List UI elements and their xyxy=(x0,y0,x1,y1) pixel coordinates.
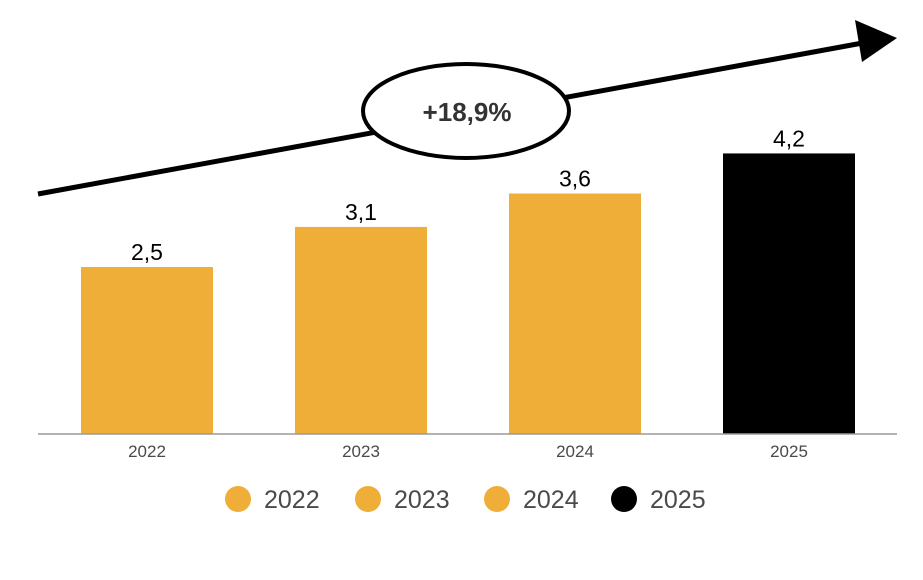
legend-swatch-2023 xyxy=(355,486,381,512)
data-labels-group: 2,5 3,1 3,6 4,2 xyxy=(131,125,805,265)
bars-group xyxy=(81,153,855,434)
x-tick-label-2024: 2024 xyxy=(556,442,594,461)
growth-annotation-text: +18,9% xyxy=(423,97,512,127)
legend-label-2025: 2025 xyxy=(650,486,706,514)
x-axis-tick-labels: 2022 2023 2024 2025 xyxy=(128,442,808,461)
legend-item-2023: 2023 xyxy=(355,486,450,514)
bar-2025 xyxy=(723,153,855,434)
legend-label-2022: 2022 xyxy=(264,486,320,514)
x-tick-label-2025: 2025 xyxy=(770,442,808,461)
trend-arrow-head xyxy=(855,20,897,62)
bar-2024 xyxy=(509,193,641,434)
legend-item-2024: 2024 xyxy=(484,486,579,514)
x-tick-label-2022: 2022 xyxy=(128,442,166,461)
legend-swatch-2022 xyxy=(225,486,251,512)
data-label-2023: 3,1 xyxy=(345,199,377,225)
x-tick-label-2023: 2023 xyxy=(342,442,380,461)
legend-label-2024: 2024 xyxy=(523,486,579,514)
data-label-2022: 2,5 xyxy=(131,239,163,265)
growth-annotation: +18,9% xyxy=(361,62,571,160)
legend: 2022 2023 2024 2025 xyxy=(225,486,706,514)
legend-swatch-2025 xyxy=(611,486,637,512)
bar-2023 xyxy=(295,226,427,434)
data-label-2024: 3,6 xyxy=(559,166,591,192)
bar-2022 xyxy=(81,267,213,434)
growth-annotation-ellipse xyxy=(361,62,571,160)
legend-item-2022: 2022 xyxy=(225,486,320,514)
legend-item-2025: 2025 xyxy=(611,486,706,514)
data-label-2025: 4,2 xyxy=(773,125,805,151)
legend-label-2023: 2023 xyxy=(394,486,450,514)
legend-swatch-2024 xyxy=(484,486,510,512)
